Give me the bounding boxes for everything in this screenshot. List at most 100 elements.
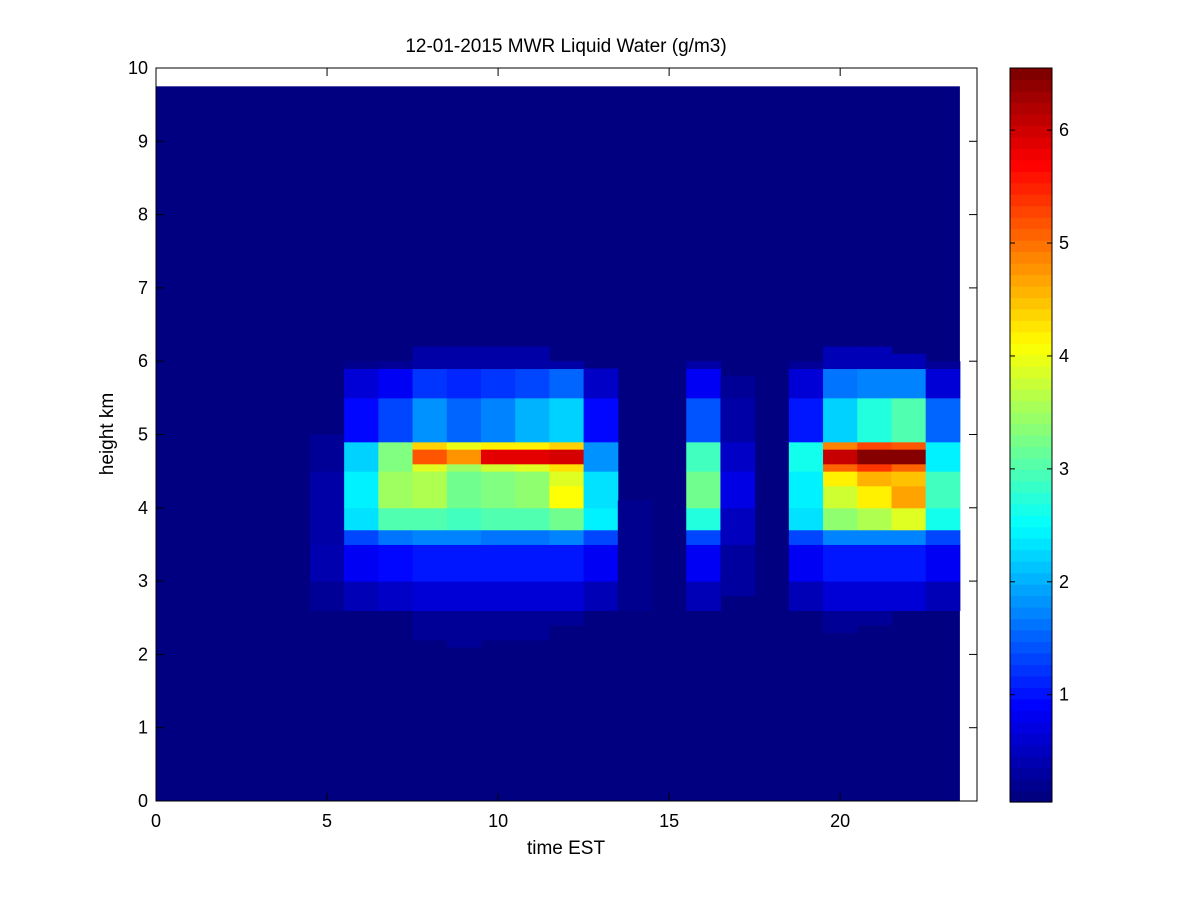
heatmap-cell bbox=[549, 449, 585, 465]
heatmap-cell bbox=[788, 397, 824, 443]
heatmap-cell bbox=[857, 397, 892, 443]
heatmap-cell bbox=[788, 368, 824, 399]
colorbar-band bbox=[1010, 251, 1052, 264]
heatmap-cell bbox=[412, 441, 448, 450]
heatmap-cell bbox=[446, 610, 482, 648]
colorbar-tick-label: 4 bbox=[1059, 346, 1069, 366]
y-tick-label: 7 bbox=[138, 278, 148, 298]
heatmap-cell bbox=[857, 529, 892, 545]
heatmap-cell bbox=[446, 397, 482, 443]
heatmap-cell bbox=[857, 441, 892, 450]
heatmap-cell bbox=[686, 544, 721, 582]
heatmap-cell bbox=[925, 397, 961, 443]
colorbar-band bbox=[1010, 389, 1052, 402]
heatmap-cell bbox=[823, 544, 858, 582]
axes: 0 5 10 15 20 0 1 2 3 4 5 6 7 8 9 10 bbox=[128, 58, 978, 831]
colorbar-tick-label: 1 bbox=[1059, 685, 1069, 705]
heatmap-cell bbox=[823, 346, 858, 370]
heatmap-cell bbox=[549, 544, 585, 582]
heatmap-cell bbox=[515, 507, 550, 531]
colorbar-band bbox=[1010, 515, 1052, 528]
colorbar-band bbox=[1010, 297, 1052, 310]
heatmap-cell bbox=[480, 581, 516, 611]
heatmap-cell bbox=[378, 368, 414, 399]
heatmap-cell bbox=[925, 368, 961, 399]
colorbar-band bbox=[1010, 113, 1052, 126]
colorbar-band bbox=[1010, 641, 1052, 654]
heatmap-cell bbox=[788, 441, 824, 472]
colorbar: 1 2 3 4 5 6 bbox=[1009, 67, 1069, 803]
heatmap-cell bbox=[857, 368, 892, 399]
colorbar-band bbox=[1010, 595, 1052, 608]
colorbar-band bbox=[1010, 561, 1052, 574]
colorbar-band bbox=[1010, 354, 1052, 367]
heatmap-cell bbox=[480, 368, 516, 399]
heatmap-cell bbox=[344, 507, 379, 531]
heatmap-cell bbox=[344, 441, 379, 472]
heatmap-cell bbox=[378, 581, 414, 611]
colorbar-band bbox=[1010, 68, 1052, 81]
heatmap-cell bbox=[515, 397, 550, 443]
colorbar-band bbox=[1010, 262, 1052, 276]
colorbar-band bbox=[1010, 503, 1052, 516]
heatmap-cell bbox=[720, 507, 756, 545]
colorbar-band bbox=[1010, 607, 1052, 620]
heatmap-cell bbox=[549, 361, 585, 370]
heatmap-cell bbox=[480, 610, 516, 641]
heatmap-cell bbox=[344, 471, 379, 509]
colorbar-band bbox=[1010, 790, 1052, 803]
heatmap-cell bbox=[788, 529, 824, 545]
colorbar-band bbox=[1010, 228, 1052, 241]
heatmap-cell bbox=[344, 397, 379, 443]
heatmap-cell bbox=[857, 485, 892, 509]
heatmap-cell bbox=[583, 441, 619, 472]
heatmap-cell bbox=[549, 507, 585, 531]
colorbar-band bbox=[1010, 182, 1052, 195]
heatmap-cell bbox=[412, 463, 448, 472]
heatmap-cell bbox=[823, 463, 858, 472]
heatmap-cell bbox=[549, 581, 585, 611]
heatmap-cell bbox=[583, 507, 619, 531]
heatmap-cell bbox=[446, 449, 482, 465]
heatmap-cell bbox=[788, 581, 824, 611]
colorbar-band bbox=[1010, 90, 1052, 104]
heatmap-cell bbox=[891, 507, 927, 531]
heatmap-cell bbox=[480, 346, 516, 370]
heatmap-cell bbox=[480, 544, 516, 582]
heatmap-cell bbox=[788, 361, 824, 370]
heatmap-cell bbox=[891, 368, 927, 399]
heatmap-cell bbox=[549, 485, 585, 509]
colorbar-band bbox=[1010, 733, 1052, 746]
heatmap-cell bbox=[788, 544, 824, 582]
heatmap-cell bbox=[309, 581, 345, 611]
colorbar-band bbox=[1010, 412, 1052, 425]
heatmap-cell bbox=[549, 463, 585, 472]
heatmap-cell bbox=[686, 581, 721, 611]
heatmap-cell bbox=[891, 353, 927, 370]
heatmap-cell bbox=[857, 346, 892, 370]
colorbar-band bbox=[1010, 148, 1052, 161]
heatmap-cell bbox=[823, 529, 858, 545]
colorbar-band bbox=[1010, 343, 1052, 356]
heatmap-cell bbox=[720, 375, 756, 399]
colorbar-band bbox=[1010, 480, 1052, 493]
heatmap-cell bbox=[549, 529, 585, 545]
y-tick-label: 3 bbox=[138, 571, 148, 591]
plot-area bbox=[156, 68, 977, 801]
heatmap-cell bbox=[344, 581, 379, 611]
heatmap-cell bbox=[823, 507, 858, 531]
heatmap-cell bbox=[446, 441, 482, 450]
colorbar-band bbox=[1010, 698, 1052, 711]
heatmap-cell bbox=[446, 544, 482, 582]
heatmap-cell bbox=[823, 397, 858, 443]
heatmap-cell bbox=[549, 471, 585, 487]
heatmap-cell bbox=[412, 610, 448, 641]
heatmap-cell bbox=[891, 441, 927, 450]
colorbar-band bbox=[1010, 584, 1052, 597]
y-axis-label: height km bbox=[97, 393, 118, 475]
colorbar-tick-label: 6 bbox=[1059, 120, 1069, 140]
y-tick-label: 9 bbox=[138, 131, 148, 151]
heatmap-cell bbox=[583, 529, 619, 545]
heatmap-cell bbox=[515, 441, 550, 450]
heatmap-cell bbox=[480, 463, 516, 472]
